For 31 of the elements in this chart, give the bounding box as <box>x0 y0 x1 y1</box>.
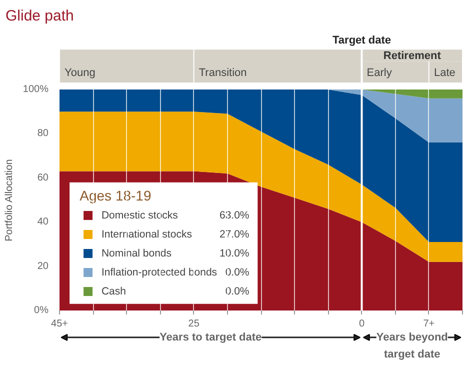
x-tick-label: 25 <box>188 318 200 330</box>
text: Transition <box>198 66 247 79</box>
text: Young <box>64 66 96 79</box>
text: Late <box>434 66 456 79</box>
ref-line-label: Target date <box>332 34 391 46</box>
chart-title: Glide path <box>6 8 74 24</box>
legend-title: Ages 18-19 <box>80 188 152 204</box>
y-tick-label: 80 <box>37 128 49 140</box>
y-tick-label: 40 <box>37 216 49 228</box>
x-tick-label: 0 <box>358 318 365 330</box>
x-tick-label: 45+ <box>51 318 68 330</box>
legend-label: Inflation-protected bonds <box>101 266 218 278</box>
annotation: 27.0% <box>219 228 250 240</box>
legend-label: Domestic stocks <box>101 209 178 222</box>
y-tick-label: 60 <box>37 172 49 184</box>
annotation: 10.0% <box>219 247 250 260</box>
y-tick-label: 0% <box>34 305 49 316</box>
x-axis-title: Years to target date <box>160 331 262 344</box>
text: Retirement <box>383 50 442 62</box>
legend-label: Nominal bonds <box>101 247 172 260</box>
annotation: 63.0% <box>219 209 250 222</box>
y-tick-label: 20 <box>37 260 49 272</box>
text: Years beyond target date <box>376 331 448 361</box>
legend-label: Cash <box>101 285 126 298</box>
text: Early <box>366 66 392 79</box>
x-tick-label: 7+ <box>423 318 435 330</box>
y-tick-label: 100% <box>22 84 49 95</box>
annotation: 0.0% <box>225 266 250 278</box>
annotation: 0.0% <box>225 285 250 298</box>
y-axis-title: Portfolio Allocation <box>4 159 15 242</box>
legend-label: International stocks <box>101 228 192 240</box>
